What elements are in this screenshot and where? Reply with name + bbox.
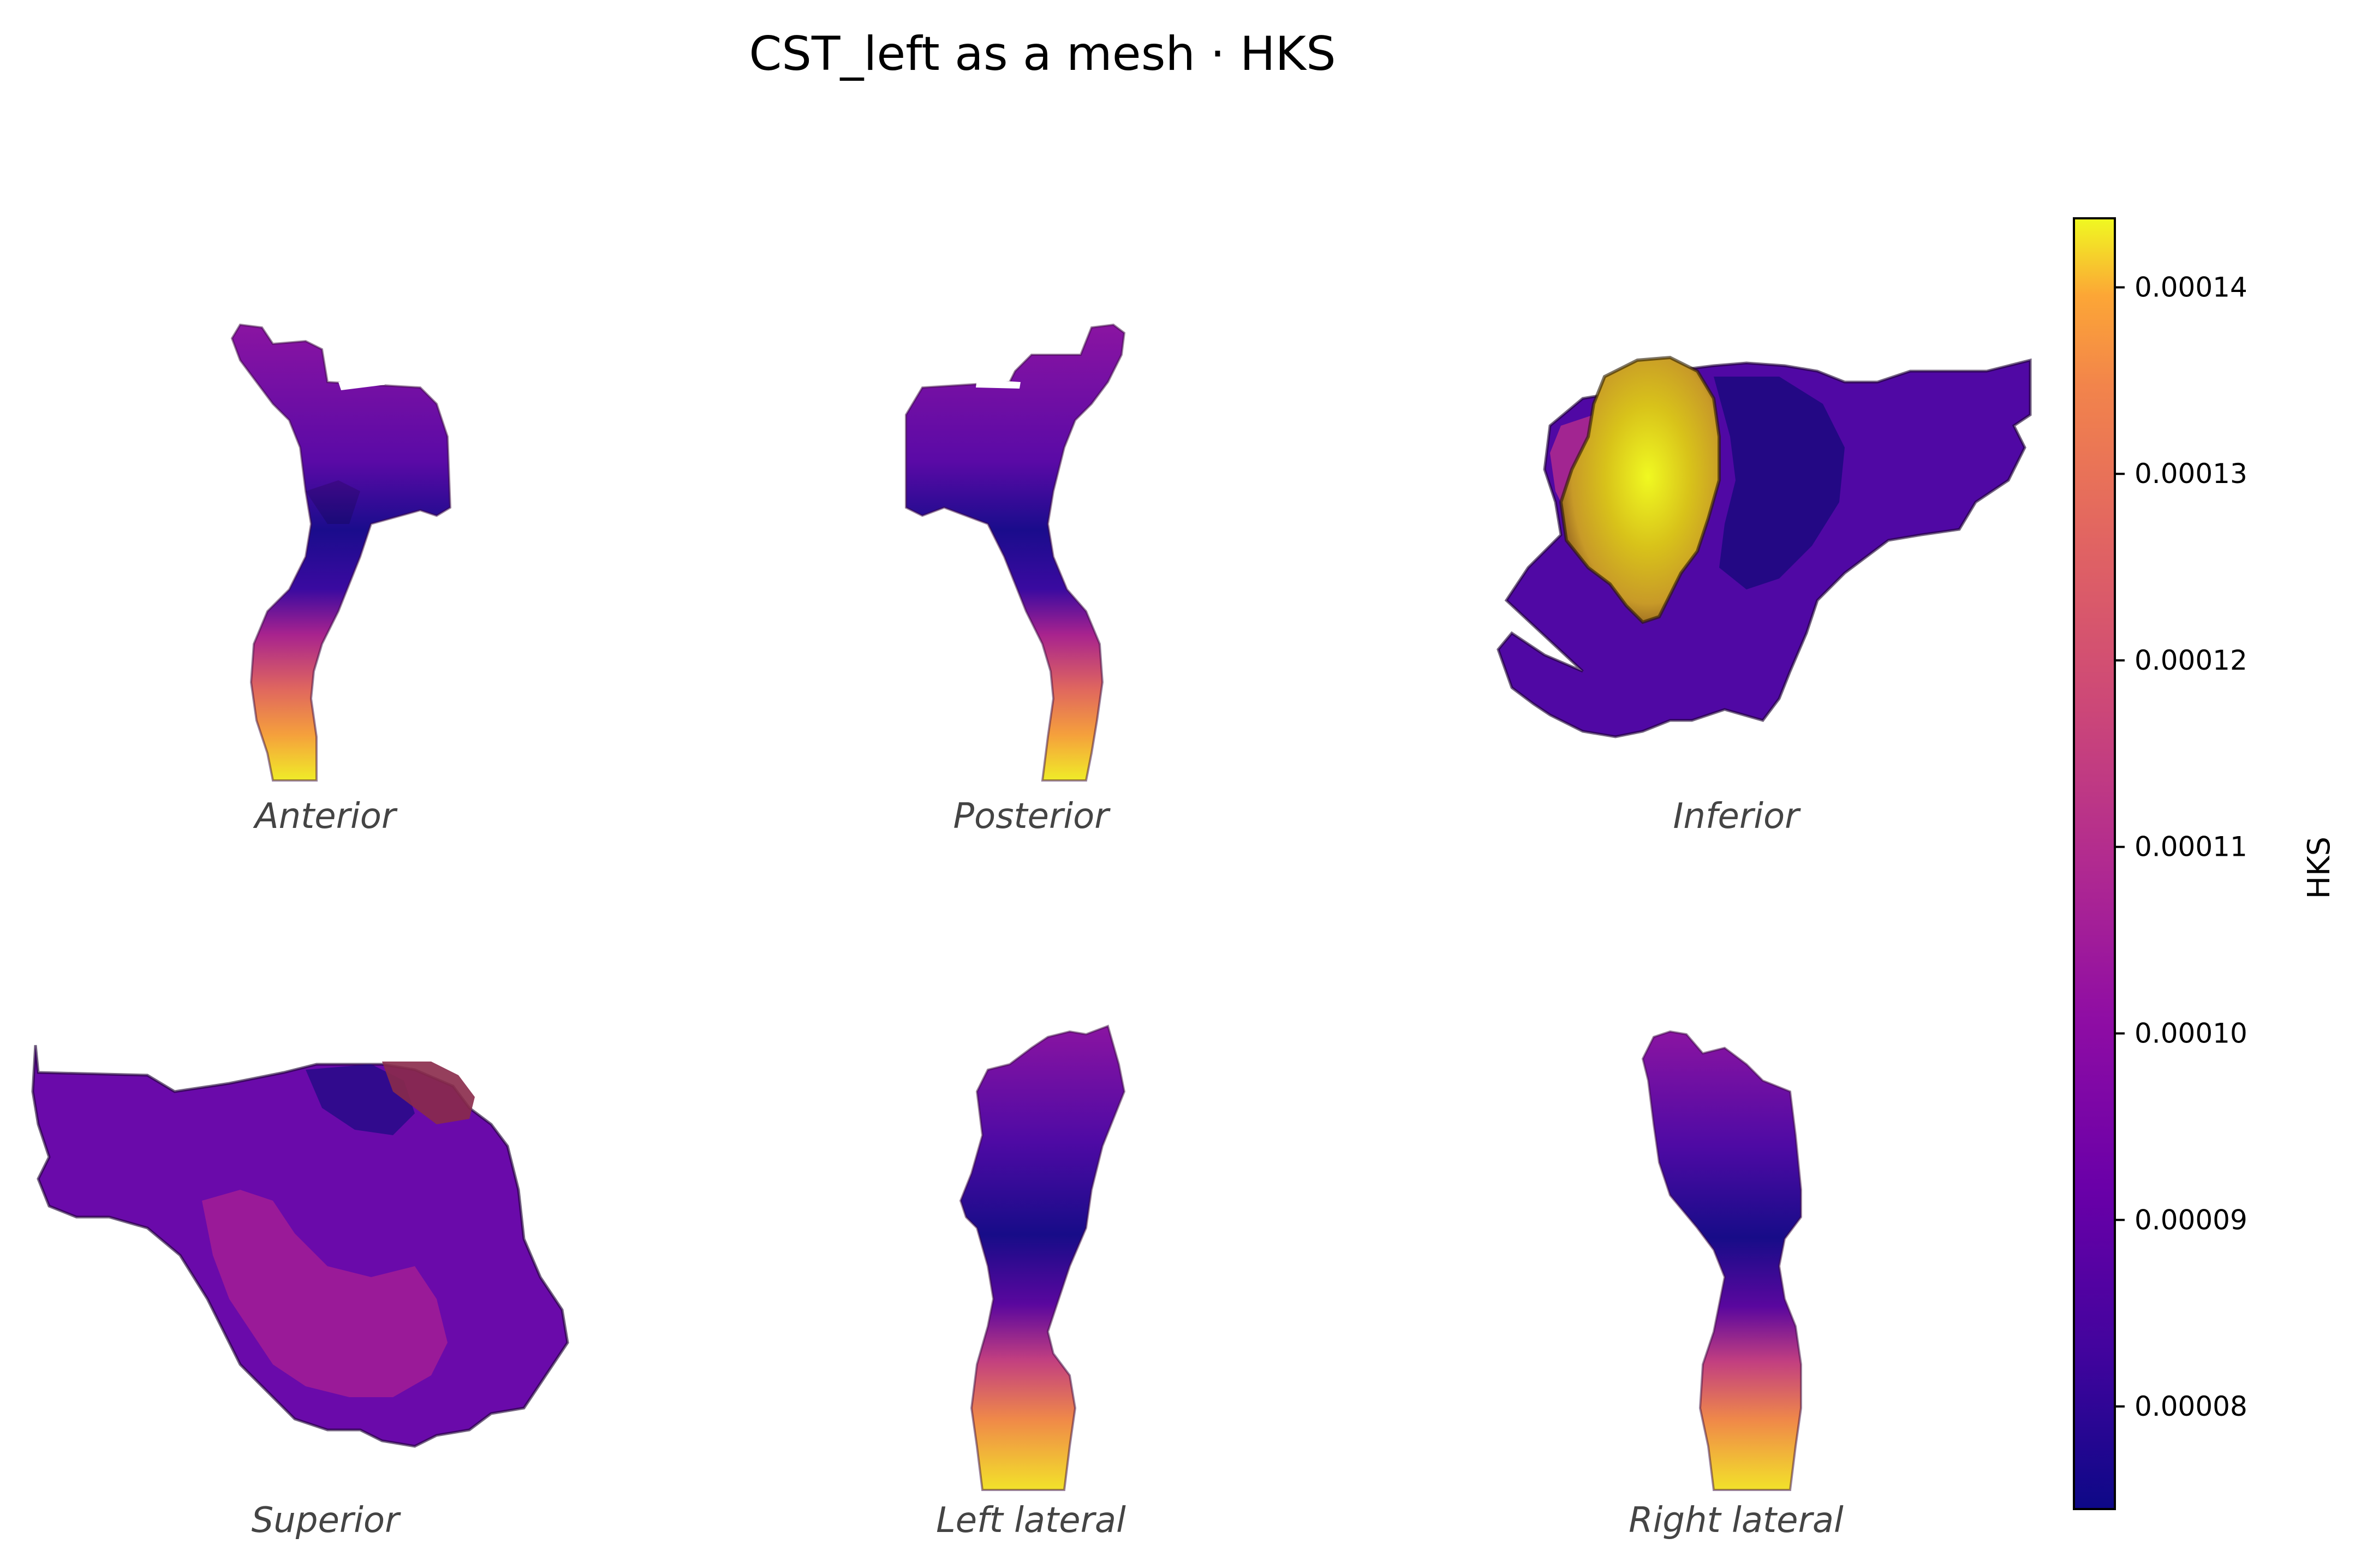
posterior-mesh bbox=[905, 323, 1126, 782]
anterior-ridge bbox=[306, 480, 360, 524]
colorbar-tick-label: 0.00011 bbox=[2135, 831, 2247, 863]
colorbar-tick-label: 0.00008 bbox=[2135, 1391, 2247, 1422]
view-superior: Superior bbox=[31, 1045, 569, 1541]
figure-title: CST_left as a mesh · HKS bbox=[749, 27, 1336, 81]
superior-caption: Superior bbox=[252, 1500, 401, 1541]
left-lateral-mesh bbox=[959, 1024, 1126, 1491]
superior-dark-region bbox=[306, 1064, 415, 1135]
posterior-caption: Posterior bbox=[953, 796, 1111, 837]
inferior-caption: Inferior bbox=[1673, 796, 1802, 837]
colorbar-tick-label: 0.00009 bbox=[2135, 1204, 2247, 1236]
colorbar-ticks: 0.00008 0.00009 0.00010 0.00011 0.00012 0.000… bbox=[2115, 271, 2247, 1422]
superior-red-region bbox=[382, 1062, 475, 1124]
inferior-hot-spot bbox=[1559, 355, 1721, 624]
left-lateral-caption: Left lateral bbox=[936, 1500, 1126, 1541]
view-right-lateral: Right lateral bbox=[1629, 1030, 1844, 1541]
right-lateral-caption: Right lateral bbox=[1629, 1500, 1844, 1541]
view-posterior: Posterior bbox=[905, 323, 1126, 837]
colorbar-label: HKS bbox=[2302, 837, 2337, 899]
right-lateral-mesh bbox=[1641, 1030, 1802, 1491]
colorbar-tick-label: 0.00012 bbox=[2135, 645, 2247, 676]
view-left-lateral: Left lateral bbox=[936, 1024, 1126, 1541]
colorbar-tick-label: 0.00013 bbox=[2135, 458, 2247, 490]
inferior-dark-region bbox=[1714, 377, 1845, 589]
superior-magenta-region bbox=[202, 1190, 448, 1397]
anterior-mesh bbox=[230, 323, 452, 782]
posterior-gap bbox=[976, 379, 1021, 389]
colorbar-gradient bbox=[2073, 217, 2116, 1510]
view-inferior: Inferior bbox=[1497, 355, 2032, 837]
view-anterior: Anterior bbox=[230, 323, 452, 837]
colorbar-tick-label: 0.00010 bbox=[2135, 1018, 2247, 1050]
colorbar: 0.00008 0.00009 0.00010 0.00011 0.00012 0.000… bbox=[2073, 217, 2337, 1510]
colorbar-tick-label: 0.00014 bbox=[2135, 271, 2247, 303]
anterior-caption: Anterior bbox=[253, 796, 398, 837]
anterior-gap bbox=[338, 377, 385, 390]
